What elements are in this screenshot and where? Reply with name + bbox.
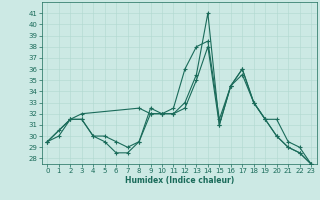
- X-axis label: Humidex (Indice chaleur): Humidex (Indice chaleur): [124, 176, 234, 185]
